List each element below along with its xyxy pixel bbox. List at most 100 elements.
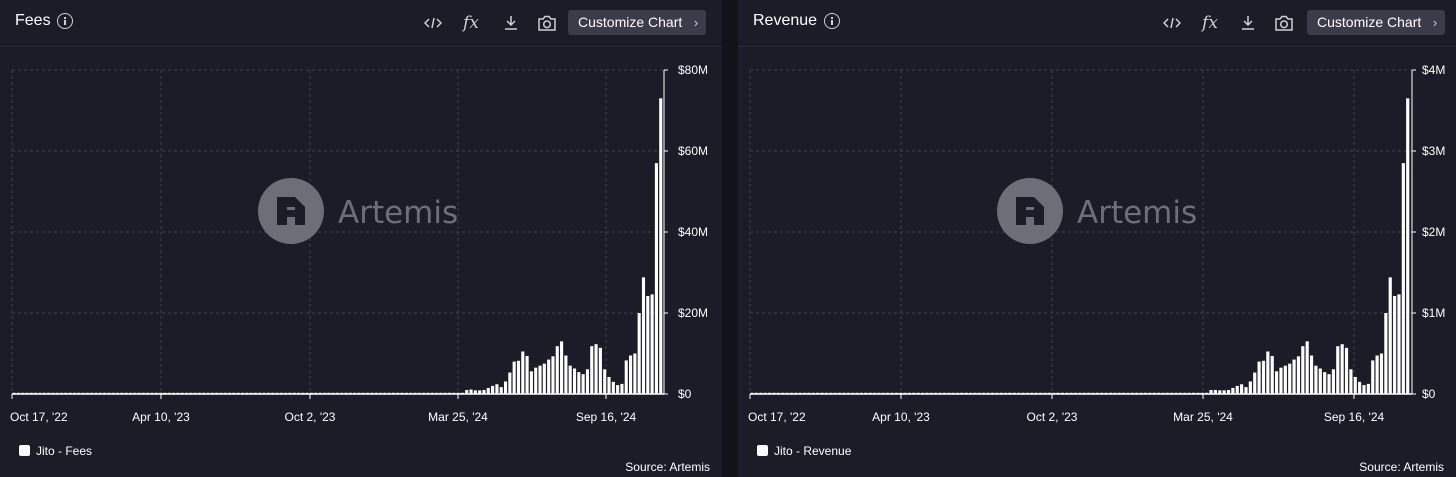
bar[interactable]: [508, 372, 512, 394]
camera-icon[interactable]: [1271, 10, 1297, 36]
bar[interactable]: [1401, 163, 1405, 394]
bar[interactable]: [1349, 369, 1353, 394]
legend-item[interactable]: Jito - Revenue: [757, 444, 851, 458]
camera-icon[interactable]: [534, 10, 560, 36]
bar[interactable]: [598, 347, 602, 394]
bar[interactable]: [624, 360, 628, 394]
bar[interactable]: [564, 355, 568, 394]
bar[interactable]: [577, 372, 581, 394]
bar[interactable]: [1253, 372, 1257, 394]
bar[interactable]: [486, 387, 490, 395]
bar[interactable]: [1248, 381, 1252, 394]
code-icon[interactable]: [1159, 10, 1185, 36]
bar[interactable]: [1244, 387, 1248, 395]
bar[interactable]: [1327, 374, 1331, 394]
info-icon[interactable]: [824, 13, 840, 29]
bar[interactable]: [1275, 371, 1279, 394]
bar[interactable]: [585, 369, 590, 394]
bar[interactable]: [611, 381, 615, 394]
bar[interactable]: [1261, 360, 1266, 394]
bar[interactable]: [1231, 387, 1235, 395]
bar[interactable]: [495, 384, 499, 394]
bar[interactable]: [1288, 363, 1292, 395]
bar[interactable]: [1406, 98, 1410, 394]
bar[interactable]: [1218, 390, 1222, 395]
bar[interactable]: [1266, 351, 1270, 394]
download-icon[interactable]: [498, 10, 524, 36]
bar[interactable]: [503, 381, 508, 394]
bar[interactable]: [1336, 346, 1340, 394]
bar[interactable]: [469, 389, 473, 395]
bar[interactable]: [633, 353, 637, 395]
legend-item[interactable]: Jito - Fees: [19, 444, 92, 458]
bar[interactable]: [1209, 389, 1213, 394]
bar[interactable]: [542, 363, 546, 395]
bar[interactable]: [594, 344, 598, 394]
fx-icon[interactable]: fx: [463, 13, 479, 33]
bar[interactable]: [1292, 359, 1296, 394]
bar[interactable]: [529, 371, 533, 394]
info-icon[interactable]: [57, 13, 73, 29]
bar[interactable]: [1318, 368, 1322, 395]
bar[interactable]: [581, 374, 585, 394]
bar[interactable]: [646, 295, 650, 394]
bar[interactable]: [555, 346, 559, 394]
bar[interactable]: [1358, 381, 1362, 394]
bar[interactable]: [465, 389, 469, 394]
bar[interactable]: [659, 98, 663, 394]
bar[interactable]: [1257, 361, 1261, 394]
bar[interactable]: [473, 390, 477, 395]
bar[interactable]: [1301, 346, 1305, 394]
bar[interactable]: [620, 383, 624, 395]
bar[interactable]: [1283, 365, 1287, 394]
bar[interactable]: [1388, 277, 1392, 394]
bar[interactable]: [1305, 341, 1309, 394]
bar[interactable]: [534, 367, 538, 394]
fx-icon[interactable]: fx: [1202, 13, 1218, 33]
bar[interactable]: [478, 390, 482, 395]
bar[interactable]: [1371, 360, 1375, 394]
bar[interactable]: [1270, 355, 1274, 394]
bar[interactable]: [1362, 385, 1366, 394]
bar[interactable]: [629, 355, 633, 394]
bar[interactable]: [1213, 389, 1217, 394]
bar[interactable]: [572, 368, 577, 395]
bar[interactable]: [525, 355, 529, 394]
bar[interactable]: [607, 376, 611, 394]
customize-chart-button[interactable]: Customize Chart ›: [1307, 10, 1446, 35]
bar[interactable]: [482, 389, 486, 394]
bar[interactable]: [1309, 355, 1314, 394]
bar[interactable]: [650, 294, 654, 394]
customize-chart-button[interactable]: Customize Chart ›: [568, 10, 707, 35]
bar[interactable]: [551, 356, 555, 394]
bar[interactable]: [512, 361, 516, 394]
bar[interactable]: [1240, 384, 1244, 394]
bar[interactable]: [590, 346, 594, 394]
bar[interactable]: [516, 360, 521, 394]
bar[interactable]: [1314, 365, 1318, 394]
bar[interactable]: [1323, 372, 1327, 394]
bar[interactable]: [568, 365, 572, 394]
bar[interactable]: [1353, 376, 1357, 394]
bar[interactable]: [1331, 369, 1335, 394]
bar[interactable]: [1379, 353, 1384, 395]
bar[interactable]: [491, 385, 495, 394]
bar[interactable]: [1226, 389, 1231, 394]
bar[interactable]: [1340, 344, 1344, 394]
bar[interactable]: [1222, 390, 1226, 395]
code-icon[interactable]: [420, 10, 446, 36]
bar[interactable]: [641, 277, 646, 394]
bar[interactable]: [1279, 367, 1283, 394]
bar[interactable]: [1296, 356, 1301, 394]
bar[interactable]: [616, 385, 620, 394]
bar[interactable]: [1375, 355, 1379, 394]
bar[interactable]: [538, 365, 542, 394]
bar[interactable]: [1366, 383, 1370, 395]
bar[interactable]: [499, 387, 503, 394]
bar[interactable]: [654, 163, 658, 394]
bar[interactable]: [637, 313, 641, 394]
download-icon[interactable]: [1235, 10, 1261, 36]
bar[interactable]: [1393, 295, 1397, 394]
bar[interactable]: [603, 369, 607, 394]
bar[interactable]: [1235, 385, 1239, 394]
